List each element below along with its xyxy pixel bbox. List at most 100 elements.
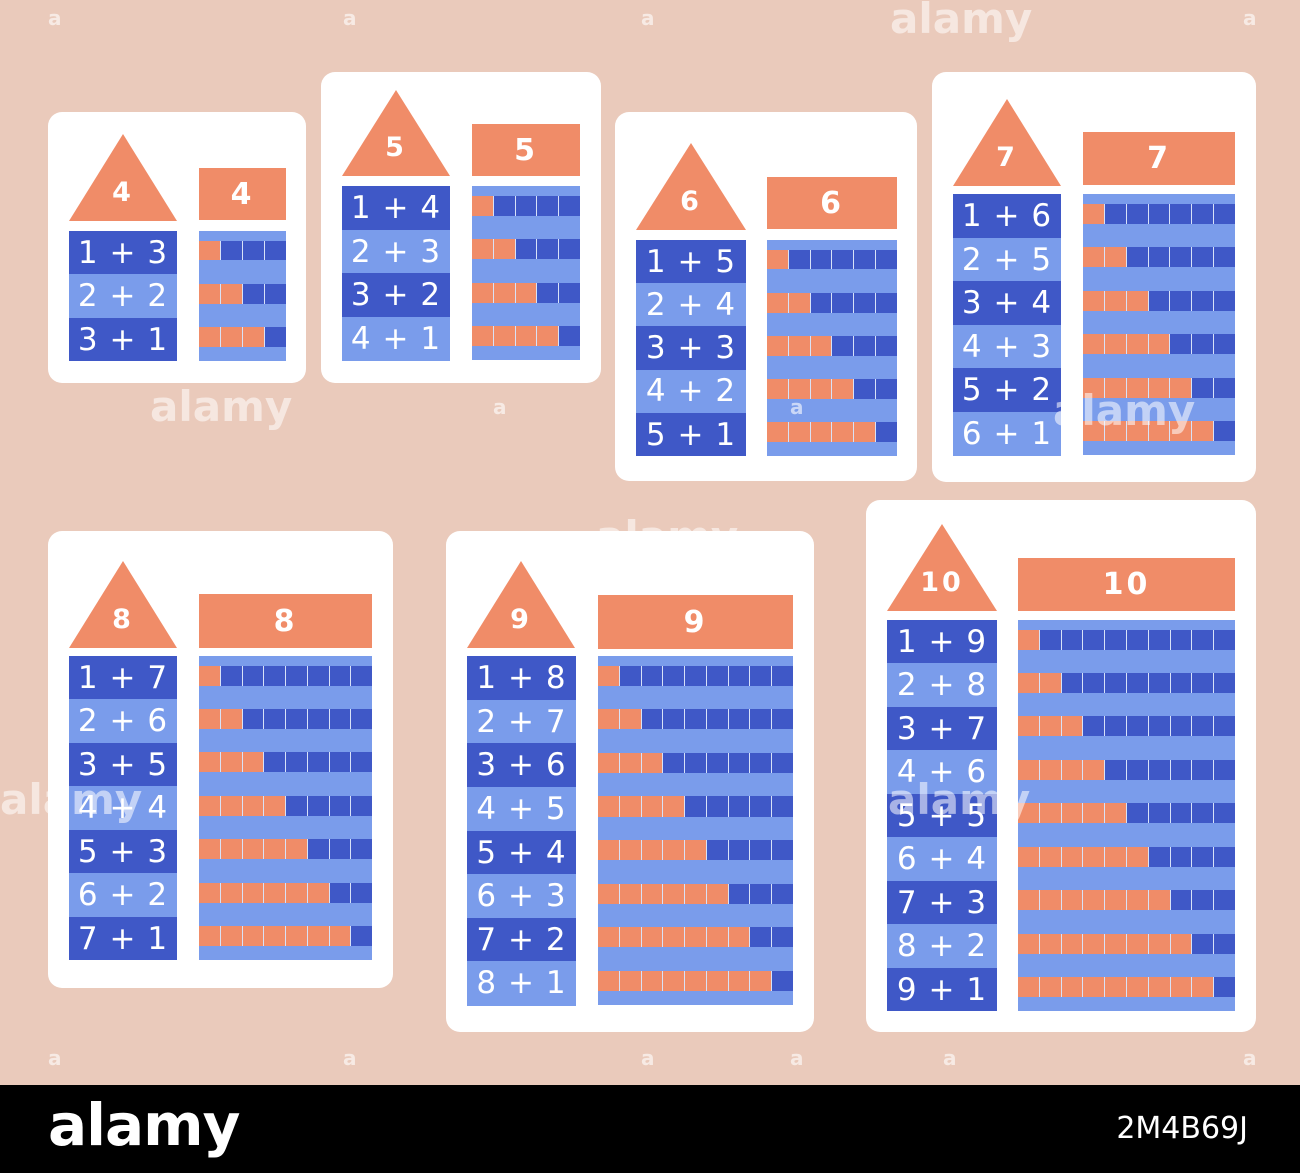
- watermark-letter: a: [1243, 1046, 1257, 1070]
- orange-square: [537, 326, 560, 347]
- triangle-number: 9: [510, 604, 532, 635]
- blue-square: [1148, 629, 1171, 650]
- equation-row: 2 + 4: [636, 283, 746, 327]
- equation-row: 5 + 4: [467, 830, 576, 875]
- orange-square: [1061, 846, 1084, 867]
- footer-bar: alamy 2M4B69J: [0, 1085, 1300, 1173]
- blue-square: [663, 752, 686, 773]
- orange-square: [1018, 803, 1040, 824]
- orange-square: [242, 839, 265, 860]
- orange-square: [199, 882, 221, 903]
- blue-square: [1214, 629, 1235, 650]
- blue-square: [1192, 803, 1215, 824]
- blue-square: [1061, 673, 1084, 693]
- blue-square: [876, 422, 897, 443]
- orange-square: [619, 752, 642, 773]
- orange-square: [1083, 933, 1106, 954]
- blue-square: [876, 379, 897, 399]
- blue-square: [307, 708, 330, 729]
- blue-square: [265, 283, 286, 304]
- blue-square: [706, 840, 729, 861]
- blue-square: [854, 292, 877, 313]
- bar-model-row: [199, 926, 372, 947]
- blue-square: [706, 665, 729, 686]
- equation-row: 6 + 1: [953, 411, 1061, 456]
- orange-square: [472, 282, 494, 303]
- watermark-letter: a: [48, 6, 62, 30]
- blue-square: [706, 796, 729, 817]
- blue-square: [537, 195, 560, 216]
- blue-square: [1192, 247, 1215, 268]
- orange-square: [641, 840, 664, 861]
- orange-square: [307, 882, 330, 903]
- orange-square: [1039, 890, 1062, 911]
- orange-square: [767, 292, 789, 313]
- orange-square: [598, 927, 620, 948]
- bar-model-row: [767, 379, 897, 399]
- blue-square: [685, 665, 707, 686]
- equation-row: 4 + 6: [887, 750, 997, 795]
- orange-square: [663, 883, 686, 904]
- orange-square: [264, 839, 286, 860]
- orange-square: [810, 379, 833, 399]
- orange-square: [199, 708, 221, 729]
- blue-square: [663, 709, 686, 730]
- orange-square: [832, 422, 855, 443]
- orange-square: [1192, 421, 1215, 442]
- watermark-text: alamy: [890, 0, 1033, 43]
- blue-square: [1214, 247, 1236, 268]
- orange-square: [641, 970, 664, 992]
- equation-row: 5 + 2: [953, 368, 1061, 412]
- orange-square: [1126, 334, 1149, 355]
- blue-square: [351, 839, 372, 860]
- number-header: 9: [598, 595, 793, 649]
- orange-square: [1039, 716, 1062, 737]
- orange-square: [221, 283, 243, 304]
- blue-square: [1170, 803, 1193, 824]
- orange-square: [1170, 933, 1193, 954]
- orange-square: [243, 327, 265, 348]
- blue-square: [220, 665, 243, 686]
- orange-square: [767, 335, 789, 356]
- number-header: 6: [767, 177, 897, 229]
- orange-square: [286, 839, 308, 860]
- blue-square: [876, 335, 897, 356]
- orange-square: [1170, 977, 1193, 998]
- bar-model-row: [767, 249, 897, 270]
- blue-square: [772, 796, 794, 817]
- orange-square: [1018, 759, 1040, 780]
- orange-square: [1126, 933, 1149, 954]
- blue-square: [351, 882, 372, 903]
- orange-square: [706, 927, 729, 948]
- orange-square: [1126, 377, 1149, 398]
- watermark-letter: a: [641, 1046, 655, 1070]
- orange-square: [663, 840, 686, 861]
- triangle-number: 5: [385, 132, 407, 163]
- orange-square: [493, 326, 516, 347]
- blue-square: [1214, 290, 1236, 311]
- bar-model-row: [199, 327, 286, 348]
- blue-square: [1192, 890, 1215, 911]
- blue-square: [1105, 673, 1127, 693]
- bar-model-column: [472, 186, 580, 360]
- triangle-roof: [636, 143, 746, 230]
- orange-square: [220, 708, 243, 729]
- orange-square: [1105, 933, 1127, 954]
- blue-square: [641, 709, 664, 730]
- blue-square: [351, 795, 372, 816]
- orange-square: [1061, 803, 1084, 824]
- blue-square: [329, 708, 352, 729]
- triangle-number: 7: [996, 142, 1018, 173]
- triangle-number: 6: [680, 186, 702, 217]
- triangle-roof: [953, 99, 1061, 186]
- equation-row: 3 + 7: [887, 706, 997, 751]
- equation-row: 1 + 3: [69, 231, 177, 275]
- blue-square: [1214, 803, 1235, 824]
- orange-square: [1083, 203, 1105, 224]
- orange-square: [663, 970, 686, 992]
- orange-square: [1061, 890, 1084, 911]
- triangle-roof: [887, 524, 997, 611]
- orange-square: [1104, 421, 1127, 442]
- bar-model-row: [199, 708, 372, 729]
- orange-square: [832, 379, 855, 399]
